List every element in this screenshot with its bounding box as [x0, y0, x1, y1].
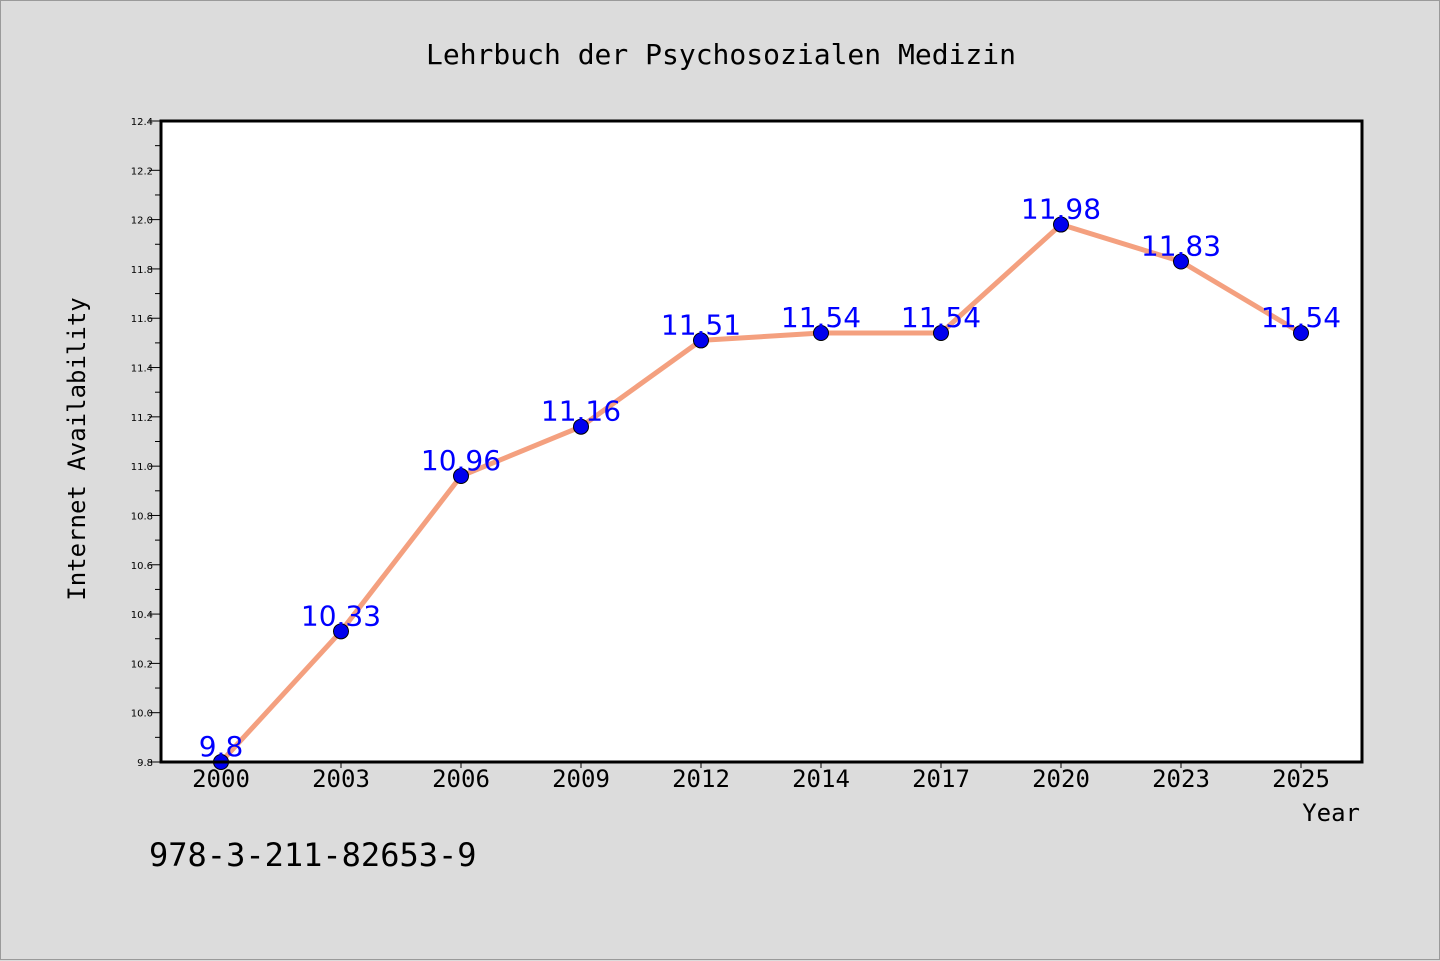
- data-point: [1173, 253, 1189, 270]
- data-label: 11.98: [1021, 193, 1101, 226]
- data-point: [813, 325, 829, 342]
- data-label: 11.51: [661, 308, 741, 341]
- data-label: 11.54: [1261, 301, 1341, 334]
- x-axis-label: Year: [1302, 799, 1360, 827]
- data-point: [933, 325, 949, 342]
- data-point: [573, 418, 589, 435]
- series-layer: 9.8 10.33 10.96 11.16 11.51 11.54 11.54 11.98 11…: [199, 193, 1341, 770]
- y-tick-label: 10.6: [131, 561, 153, 572]
- x-tick-label: 2009: [552, 765, 610, 793]
- y-tick-label: 10.8: [131, 511, 153, 522]
- data-point: [1293, 325, 1309, 342]
- data-label: 11.54: [901, 301, 981, 334]
- y-tick-label: 12.0: [131, 216, 153, 227]
- data-point: [693, 332, 709, 349]
- x-tick-label: 2023: [1152, 765, 1210, 793]
- y-tick-label: 11.4: [131, 364, 153, 375]
- data-label: 11.83: [1141, 230, 1221, 263]
- y-tick-label: 11.2: [131, 413, 153, 424]
- y-axis-label: Internet Availability: [63, 297, 91, 600]
- chart-title: Lehrbuch der Psychosozialen Medizin: [426, 38, 1016, 71]
- plot-frame: [159, 119, 1364, 764]
- y-tick-label: 10.0: [131, 709, 153, 720]
- x-tick-label: 2025: [1272, 765, 1330, 793]
- data-point: [333, 623, 349, 640]
- y-tick-label: 11.8: [131, 265, 153, 276]
- y-tick-label: 10.4: [131, 610, 153, 621]
- data-label: 10.96: [421, 444, 501, 477]
- y-axis-ticks: 9.8 10.0 10.2 10.4 10.6 10.8 11.0 11.2 11.4 11.6 1…: [131, 117, 161, 769]
- isbn-text: 978-3-211-82653-9: [149, 836, 477, 874]
- x-tick-label: 2017: [912, 765, 970, 793]
- x-tick-label: 2003: [312, 765, 370, 793]
- data-label: 11.54: [781, 301, 861, 334]
- y-tick-label: 12.4: [131, 117, 153, 128]
- data-label: 9.8: [199, 730, 244, 763]
- data-label: 11.16: [541, 395, 621, 428]
- x-tick-label: 2014: [792, 765, 850, 793]
- y-tick-label: 9.8: [137, 758, 153, 769]
- y-tick-label: 10.2: [131, 659, 153, 670]
- x-tick-label: 2012: [672, 765, 730, 793]
- series-line: [218, 222, 1304, 765]
- y-tick-label: 11.6: [131, 314, 153, 325]
- y-tick-label: 12.2: [131, 166, 153, 177]
- y-tick-label: 11.0: [131, 462, 153, 473]
- data-label: 10.33: [301, 599, 381, 632]
- data-point: [453, 468, 469, 485]
- x-tick-label: 2006: [432, 765, 490, 793]
- x-tick-label: 2020: [1032, 765, 1090, 793]
- x-axis-ticks: 2000 2003 2006 2009 2012 2014 2017 2020 2023 2025: [192, 762, 1330, 793]
- plot-area: [161, 121, 1362, 762]
- data-point: [1053, 216, 1069, 233]
